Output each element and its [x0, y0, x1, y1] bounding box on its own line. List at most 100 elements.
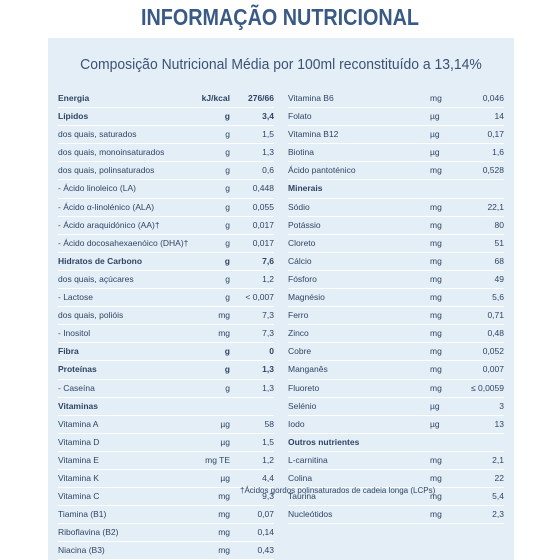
- nutrient-value: 3: [460, 398, 504, 415]
- nutrient-name: Vitamina A: [58, 416, 190, 433]
- nutrient-unit: mg: [430, 217, 460, 234]
- nutrient-name: Vitamina E: [58, 452, 190, 469]
- nutrient-name: Fibra: [58, 343, 190, 360]
- nutrient-name: - Ácido α-linolénico (ALA): [58, 199, 190, 216]
- nutrient-unit: mg: [430, 380, 460, 397]
- nutrient-unit: g: [190, 361, 230, 378]
- nutrient-row: Cloretomg51: [288, 235, 504, 253]
- nutrient-row: dos quais, polinsaturadosg0,6: [58, 162, 274, 180]
- nutrient-name: - Ácido linoleico (LA): [58, 180, 190, 197]
- nutrient-name: Cobre: [288, 343, 430, 360]
- nutrient-unit: g: [190, 253, 230, 270]
- nutrient-unit: µg: [430, 416, 460, 433]
- nutrient-name: Outros nutrientes: [288, 434, 430, 451]
- nutrient-name: - Lactose: [58, 289, 190, 306]
- nutrient-row: - Ácido linoleico (LA)g0,448: [58, 180, 274, 198]
- nutrient-row: Sódiomg22,1: [288, 199, 504, 217]
- nutrient-unit: µg: [430, 108, 460, 125]
- nutrient-row: Proteínasg1,3: [58, 361, 274, 379]
- nutrient-value: 80: [460, 217, 504, 234]
- nutrient-row: Riboflavina (B2)mg0,14: [58, 524, 274, 542]
- nutrient-row: Vitaminas: [58, 398, 274, 416]
- nutrient-unit: µg: [430, 144, 460, 161]
- nutrient-row: Selénioµg3: [288, 398, 504, 416]
- nutrient-name: Vitamina B12: [288, 126, 430, 143]
- nutrient-value: 0,43: [230, 542, 274, 559]
- nutrient-name: Vitamina C: [58, 488, 190, 505]
- nutrient-row: Ferromg0,71: [288, 307, 504, 325]
- nutrient-unit: mg: [430, 452, 460, 469]
- nutrient-row: Ácido pantoténicomg0,528: [288, 162, 504, 180]
- nutrient-value: 51: [460, 235, 504, 252]
- nutrient-value: ≤ 0,0059: [460, 380, 504, 397]
- nutrient-name: dos quais, polióis: [58, 307, 190, 324]
- nutrient-name: - Inositol: [58, 325, 190, 342]
- nutrient-row: Cálciomg68: [288, 253, 504, 271]
- nutrient-row: dos quais, saturadosg1,5: [58, 126, 274, 144]
- nutrient-row: dos quais, polióismg7,3: [58, 307, 274, 325]
- nutrient-value: 0,017: [230, 235, 274, 252]
- nutrient-unit: µg: [190, 470, 230, 487]
- nutrient-value: 1,3: [230, 380, 274, 397]
- nutrient-name: Vitamina B6: [288, 90, 430, 107]
- nutrient-row: dos quais, monoinsaturadosg1,3: [58, 144, 274, 162]
- nutrient-value: 68: [460, 253, 504, 270]
- nutrient-value: 1,2: [230, 271, 274, 288]
- nutrient-unit: mg: [430, 307, 460, 324]
- nutrient-value: 1,5: [230, 126, 274, 143]
- nutrient-unit: g: [190, 199, 230, 216]
- nutrient-unit: mg TE: [190, 452, 230, 469]
- nutrient-unit: mg: [430, 325, 460, 342]
- nutrient-name: Ferro: [288, 307, 430, 324]
- nutrient-value: 0,14: [230, 524, 274, 541]
- nutrient-unit: mg: [190, 325, 230, 342]
- nutrient-value: 0,017: [230, 217, 274, 234]
- nutrient-row: L-carnitinamg2,1: [288, 452, 504, 470]
- nutrient-unit: mg: [430, 253, 460, 270]
- nutrient-unit: g: [190, 144, 230, 161]
- nutrient-value: 0,052: [460, 343, 504, 360]
- nutrient-name: Folato: [288, 108, 430, 125]
- nutrient-unit: mg: [430, 343, 460, 360]
- nutrient-row: Minerais: [288, 180, 504, 198]
- nutrient-value: 276/66: [230, 90, 274, 107]
- nutrient-value: 1,3: [230, 144, 274, 161]
- nutrient-name: Iodo: [288, 416, 430, 433]
- nutrient-row: Vitamina B12µg0,17: [288, 126, 504, 144]
- nutrient-value: 0,528: [460, 162, 504, 179]
- nutrient-row: Tiamina (B1)mg0,07: [58, 506, 274, 524]
- nutrient-name: Magnésio: [288, 289, 430, 306]
- nutrient-unit: mg: [430, 506, 460, 523]
- nutrient-name: Minerais: [288, 180, 430, 197]
- nutrient-row: dos quais, açúcaresg1,2: [58, 271, 274, 289]
- nutrient-unit: g: [190, 162, 230, 179]
- nutrient-value: 1,2: [230, 452, 274, 469]
- nutrient-value: 0,48: [460, 325, 504, 342]
- nutrient-row: Fósforomg49: [288, 271, 504, 289]
- nutrient-name: dos quais, saturados: [58, 126, 190, 143]
- nutrient-row: EnergiakJ/kcal276/66: [58, 90, 274, 108]
- nutrient-value: 22,1: [460, 199, 504, 216]
- nutrient-row: - Ácido α-linolénico (ALA)g0,055: [58, 199, 274, 217]
- nutrition-table-right: Vitamina B6mg0,046Folatoµg14Vitamina B12…: [288, 90, 504, 524]
- nutrient-name: dos quais, açúcares: [58, 271, 190, 288]
- nutrient-row: Cobremg0,052: [288, 343, 504, 361]
- nutrient-row: - Caseínag1,3: [58, 380, 274, 398]
- nutrient-unit: kJ/kcal: [190, 90, 230, 107]
- nutrient-name: Fósforo: [288, 271, 430, 288]
- nutrient-unit: mg: [430, 162, 460, 179]
- nutrient-unit: g: [190, 235, 230, 252]
- nutrient-name: Vitaminas: [58, 398, 190, 415]
- nutrient-unit: g: [190, 289, 230, 306]
- nutrient-row: Vitamina Aµg58: [58, 416, 274, 434]
- nutrient-unit: mg: [430, 199, 460, 216]
- nutrient-value: 14: [460, 108, 504, 125]
- nutrient-name: Hidratos de Carbono: [58, 253, 190, 270]
- nutrient-name: Niacina (B3): [58, 542, 190, 559]
- nutrient-row: - Lactoseg< 0,007: [58, 289, 274, 307]
- nutrient-row: Hidratos de Carbonog7,6: [58, 253, 274, 271]
- nutrient-value: 0,71: [460, 307, 504, 324]
- footnote: †Ácidos gordos polinsaturados de cadeia …: [240, 485, 456, 496]
- nutrient-name: Vitamina K: [58, 470, 190, 487]
- nutrient-row: Zincomg0,48: [288, 325, 504, 343]
